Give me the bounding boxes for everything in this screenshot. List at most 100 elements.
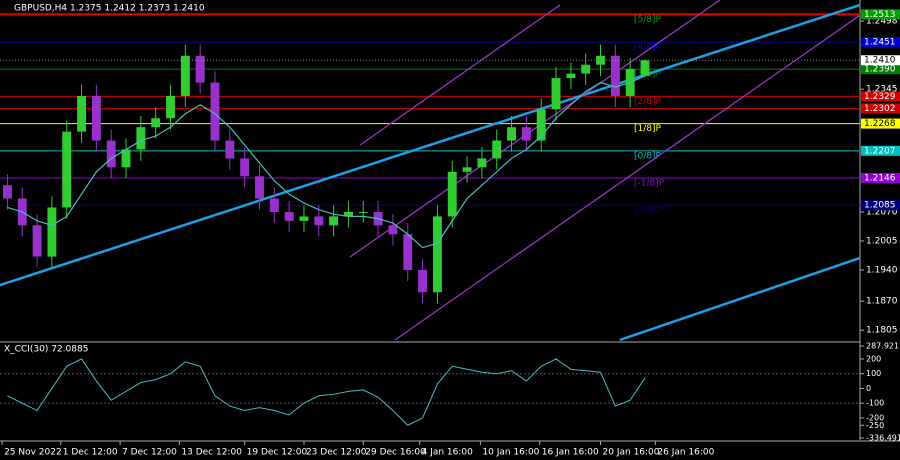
cci-title: X_CCI(30) 72.0885 [4, 345, 88, 355]
candle-body [32, 225, 42, 257]
chart-title: GBPUSD,H4 1.2375 1.2412 1.2373 1.2410 [14, 4, 205, 14]
level-box [861, 91, 900, 102]
x-tick-label: 25 Nov 2022 [4, 448, 62, 458]
candle-body [477, 158, 487, 168]
candle-body [299, 216, 309, 221]
cci-line [7, 358, 646, 426]
trendline [394, 14, 861, 341]
candle-body [418, 269, 428, 293]
candle-body [551, 78, 561, 110]
candle-body [507, 127, 516, 141]
candle-body [47, 207, 57, 257]
level-box [861, 9, 900, 20]
candle-body [151, 118, 161, 128]
candle-body [255, 176, 264, 199]
x-tick-label: 4 Jan 16:00 [422, 448, 474, 458]
trendline [619, 256, 861, 342]
level-box [861, 145, 900, 156]
level-label: 1.2146 [864, 174, 896, 184]
candle-body [388, 225, 398, 235]
level-label: 1.2329 [864, 92, 896, 102]
candle-body [610, 55, 620, 96]
candle-body [2, 185, 12, 199]
candle-body [62, 131, 72, 208]
level-label: 1.2451 [864, 37, 896, 47]
trendline [0, 3, 861, 287]
candle-body [640, 60, 650, 76]
candle-body [136, 127, 146, 150]
murray-label: [-2/8]P [634, 206, 665, 216]
level-label: 1.2302 [864, 104, 896, 114]
candle-body [166, 95, 175, 119]
candle-body [225, 140, 235, 159]
cci-tick-label: 200 [866, 354, 881, 363]
level-box [861, 173, 900, 184]
x-tick-label: 13 Dec 12:00 [181, 448, 242, 458]
candle-body [462, 167, 472, 172]
candle-body [269, 198, 279, 212]
candle-body [240, 158, 250, 177]
y-tick-label: 1.2070 [866, 207, 898, 217]
x-tick-label: 19 Dec 12:00 [247, 448, 308, 458]
candle-body [358, 211, 368, 213]
y-tick-label: 1.1805 [866, 326, 898, 336]
level-label: 1.2513 [864, 10, 896, 20]
murray-label: [-1/8]P [634, 179, 665, 189]
x-tick-label: 1 Dec 12:00 [63, 448, 118, 458]
level-label: 1.2085 [864, 201, 896, 211]
candle-body [284, 211, 294, 221]
level-box [861, 200, 900, 211]
candle-body [581, 64, 591, 74]
candle-body [210, 82, 220, 141]
trendline [359, 4, 561, 146]
y-tick-label: 1.1870 [866, 297, 898, 307]
trendline [349, 0, 721, 258]
y-tick-label: 1.2345 [866, 85, 898, 95]
candle-body [91, 95, 101, 141]
level-label: 1.2390 [864, 65, 896, 75]
candle-body [521, 127, 531, 141]
x-tick-label: 16 Jan 16:00 [542, 448, 599, 458]
level-label: 1.2207 [864, 146, 896, 156]
moving-average [7, 75, 646, 249]
level-box [861, 103, 900, 114]
murray-label: [2/8]P [634, 97, 662, 107]
murray-label: [0/8]P [634, 151, 662, 161]
murray-label: [1/8]P [634, 124, 662, 134]
candle-body [344, 211, 353, 217]
cci-tick-label: -200 [866, 413, 884, 422]
candle-body [121, 149, 131, 168]
y-tick-label: 1.2005 [866, 236, 898, 246]
x-tick-label: 20 Jan 16:00 [603, 448, 660, 458]
cci-tick-label: -100 [866, 399, 884, 408]
candle-body [432, 216, 442, 293]
current-price-label: 1.2410 [864, 56, 896, 66]
cci-tick-label: -336.4918 [866, 434, 900, 443]
x-tick-label: 7 Dec 12:00 [122, 448, 177, 458]
current-price-box [861, 55, 900, 66]
murray-label: [5/8]P [634, 15, 662, 25]
x-tick-label: 26 Jan 16:00 [657, 448, 714, 458]
candle-body [106, 140, 116, 168]
murray-label: [4/8]P [634, 42, 662, 52]
level-box [861, 118, 900, 129]
candle-body [329, 216, 339, 226]
candle-body [566, 73, 576, 79]
level-box [861, 64, 900, 75]
x-tick-label: 29 Dec 16:00 [365, 448, 426, 458]
cci-tick-label: 287.9211 [866, 342, 900, 351]
candle-body [492, 140, 502, 159]
candle-body [447, 171, 457, 217]
y-tick-label: 1.2498 [866, 16, 898, 26]
y-tick-label: 1.1940 [866, 265, 898, 275]
cci-tick-label: 0 [866, 384, 871, 393]
x-tick-label: 23 Dec 12:00 [306, 448, 367, 458]
candle-body [180, 55, 190, 96]
candle-body [195, 55, 205, 83]
candle-body [314, 216, 324, 226]
x-tick-label: 10 Jan 16:00 [482, 448, 539, 458]
level-label: 1.2268 [864, 119, 896, 129]
